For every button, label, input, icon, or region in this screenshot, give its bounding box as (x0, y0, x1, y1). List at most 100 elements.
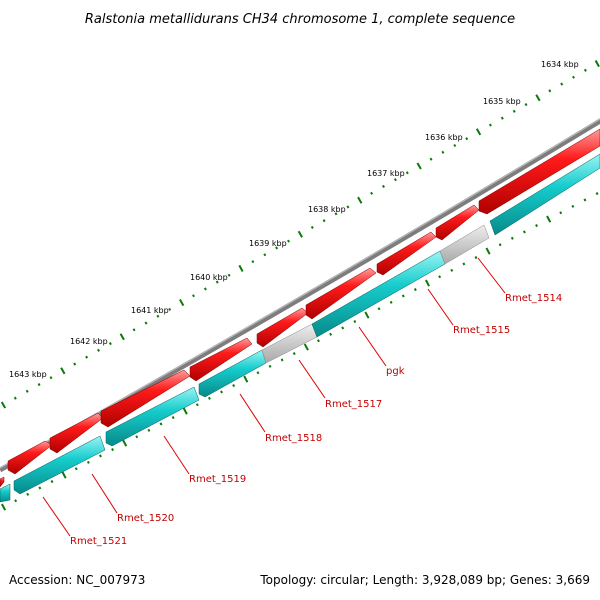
gene-label-pgk[interactable]: pgk (386, 366, 405, 377)
inner-ruler-minor-tick (522, 230, 526, 234)
tick-label-1639: 1639 kbp (249, 239, 287, 248)
outer-ruler-minor-tick (168, 307, 172, 311)
gene-forward-rmet-1521[interactable] (0, 476, 5, 488)
inner-ruler-minor-tick (50, 480, 54, 484)
outer-ruler-major-tick (60, 367, 66, 375)
outer-ruler-minor-tick (334, 212, 338, 216)
accession-text: Accession: NC_007973 (9, 573, 146, 587)
inner-ruler-minor-tick (510, 236, 514, 240)
inner-ruler-minor-tick (135, 435, 139, 439)
gene-reverse-next[interactable] (489, 153, 600, 236)
outer-ruler-minor-tick (500, 116, 504, 120)
outer-ruler-major-tick (594, 60, 600, 68)
gene-label-rmet-1518[interactable]: Rmet_1518 (265, 433, 322, 444)
inner-ruler-minor-tick (26, 492, 30, 496)
gene-forward-rmet-1519[interactable] (49, 412, 104, 454)
inner-ruler-minor-tick (474, 256, 478, 260)
tick-label-1637: 1637 kbp (367, 169, 405, 178)
outer-ruler-minor-tick (25, 389, 29, 393)
outer-ruler-minor-tick (49, 376, 53, 380)
forward-strand-genes (0, 128, 600, 488)
inner-ruler-minor-tick (462, 262, 466, 266)
tick-label-1643: 1643 kbp (9, 370, 47, 379)
minor-tick-dots (13, 68, 599, 503)
inner-ruler-minor-tick (595, 192, 599, 196)
tick-label-1641: 1641 kbp (131, 306, 169, 315)
gene-label-rmet-1517[interactable]: Rmet_1517 (325, 399, 382, 410)
gene-forward-rmet-1515[interactable] (305, 267, 377, 320)
gene-label-lines (42, 257, 506, 537)
outer-ruler-minor-tick (287, 239, 290, 243)
topology-text: Topology: circular; Length: 3,928,089 bp… (260, 573, 590, 587)
outer-ruler-minor-tick (132, 328, 136, 332)
inner-ruler-minor-tick (438, 275, 442, 279)
inner-ruler-minor-tick (208, 396, 211, 400)
gene-forward-rmet-1514[interactable] (435, 204, 480, 241)
outer-ruler-minor-tick (382, 184, 385, 188)
outer-ruler-minor-tick (144, 321, 148, 325)
tick-label-1642: 1642 kbp (70, 337, 108, 346)
gene-label-rmet-1515[interactable]: Rmet_1515 (453, 325, 510, 336)
gene-forward-rmet-1515b[interactable] (376, 231, 437, 276)
gene-reverse-rmet-1521[interactable] (0, 483, 11, 503)
gene-label-rmet-1521[interactable]: Rmet_1521 (70, 536, 127, 547)
inner-ruler-minor-tick (38, 486, 42, 490)
inner-ruler-minor-tick (99, 454, 102, 458)
inner-ruler-minor-tick (232, 384, 236, 388)
inner-ruler-major-tick (485, 247, 491, 255)
outer-ruler-minor-tick (108, 342, 112, 346)
inner-ruler-minor-tick (353, 320, 357, 324)
inner-ruler-minor-tick (14, 499, 18, 503)
inner-ruler-minor-tick (498, 243, 502, 247)
gene-reverse-rmet-1518[interactable] (198, 349, 267, 398)
inner-ruler-minor-tick (377, 307, 381, 311)
outer-ruler-major-tick (119, 333, 125, 341)
inner-ruler-minor-tick (111, 448, 114, 452)
outer-ruler-minor-tick (322, 219, 326, 223)
outer-ruler-minor-tick (453, 143, 457, 148)
outer-ruler-minor-tick (227, 273, 231, 277)
outer-ruler-minor-tick (441, 150, 445, 154)
outer-ruler-minor-tick (548, 89, 552, 93)
gene-forward-rmet-1517[interactable] (189, 337, 253, 382)
outer-ruler-major-tick (297, 230, 303, 238)
gene-reverse-rmet-1520[interactable] (13, 435, 106, 495)
outer-ruler-minor-tick (524, 103, 528, 107)
gene-forward-rmet-1520[interactable] (7, 440, 53, 475)
gene-reverse-rmet-1519[interactable] (105, 386, 200, 447)
gene-label-rmet-1514[interactable]: Rmet_1514 (505, 293, 562, 304)
inner-ruler-minor-tick (583, 198, 587, 202)
outer-ruler-minor-tick (215, 280, 219, 284)
outer-ruler-minor-tick (13, 396, 17, 400)
gene-label-rmet-1519[interactable]: Rmet_1519 (189, 474, 246, 485)
inner-ruler-major-tick (303, 343, 309, 351)
inner-ruler-major-tick (425, 279, 430, 287)
inner-ruler-minor-tick (195, 403, 199, 407)
outer-ruler-minor-tick (370, 191, 374, 195)
inner-ruler-minor-tick (86, 460, 90, 464)
inner-ruler-minor-tick (389, 300, 393, 304)
tick-label-1640: 1640 kbp (190, 273, 228, 282)
gene-label-rmet-1520[interactable]: Rmet_1520 (117, 513, 174, 524)
outer-ruler-minor-tick (429, 157, 433, 161)
outer-ruler-minor-tick (85, 355, 89, 359)
tick-label-1638: 1638 kbp (308, 205, 346, 214)
outer-ruler-minor-tick (488, 123, 492, 127)
inner-ruler-minor-tick (74, 467, 78, 471)
inner-ruler-major-tick (364, 311, 370, 319)
outer-ruler-major-tick (535, 94, 541, 102)
inner-ruler-minor-tick (220, 390, 223, 394)
gene-labels: Rmet_1514 Rmet_1515 pgk Rmet_1517 Rmet_1… (70, 293, 562, 547)
gene-forward-next[interactable] (478, 128, 600, 215)
inner-ruler-major-tick (1, 503, 7, 511)
gene-forward-pgk[interactable] (256, 307, 309, 348)
gene-forward-rmet-1518[interactable] (100, 369, 191, 428)
major-ticks (0, 60, 600, 511)
outer-ruler-minor-tick (572, 75, 575, 79)
non-coding-region[interactable] (439, 224, 490, 265)
inner-ruler-minor-tick (329, 332, 333, 336)
inner-ruler-minor-tick (147, 428, 151, 432)
reverse-strand-genes (0, 153, 600, 503)
inner-ruler-minor-tick (450, 268, 454, 272)
outer-ruler-major-tick (238, 264, 244, 272)
